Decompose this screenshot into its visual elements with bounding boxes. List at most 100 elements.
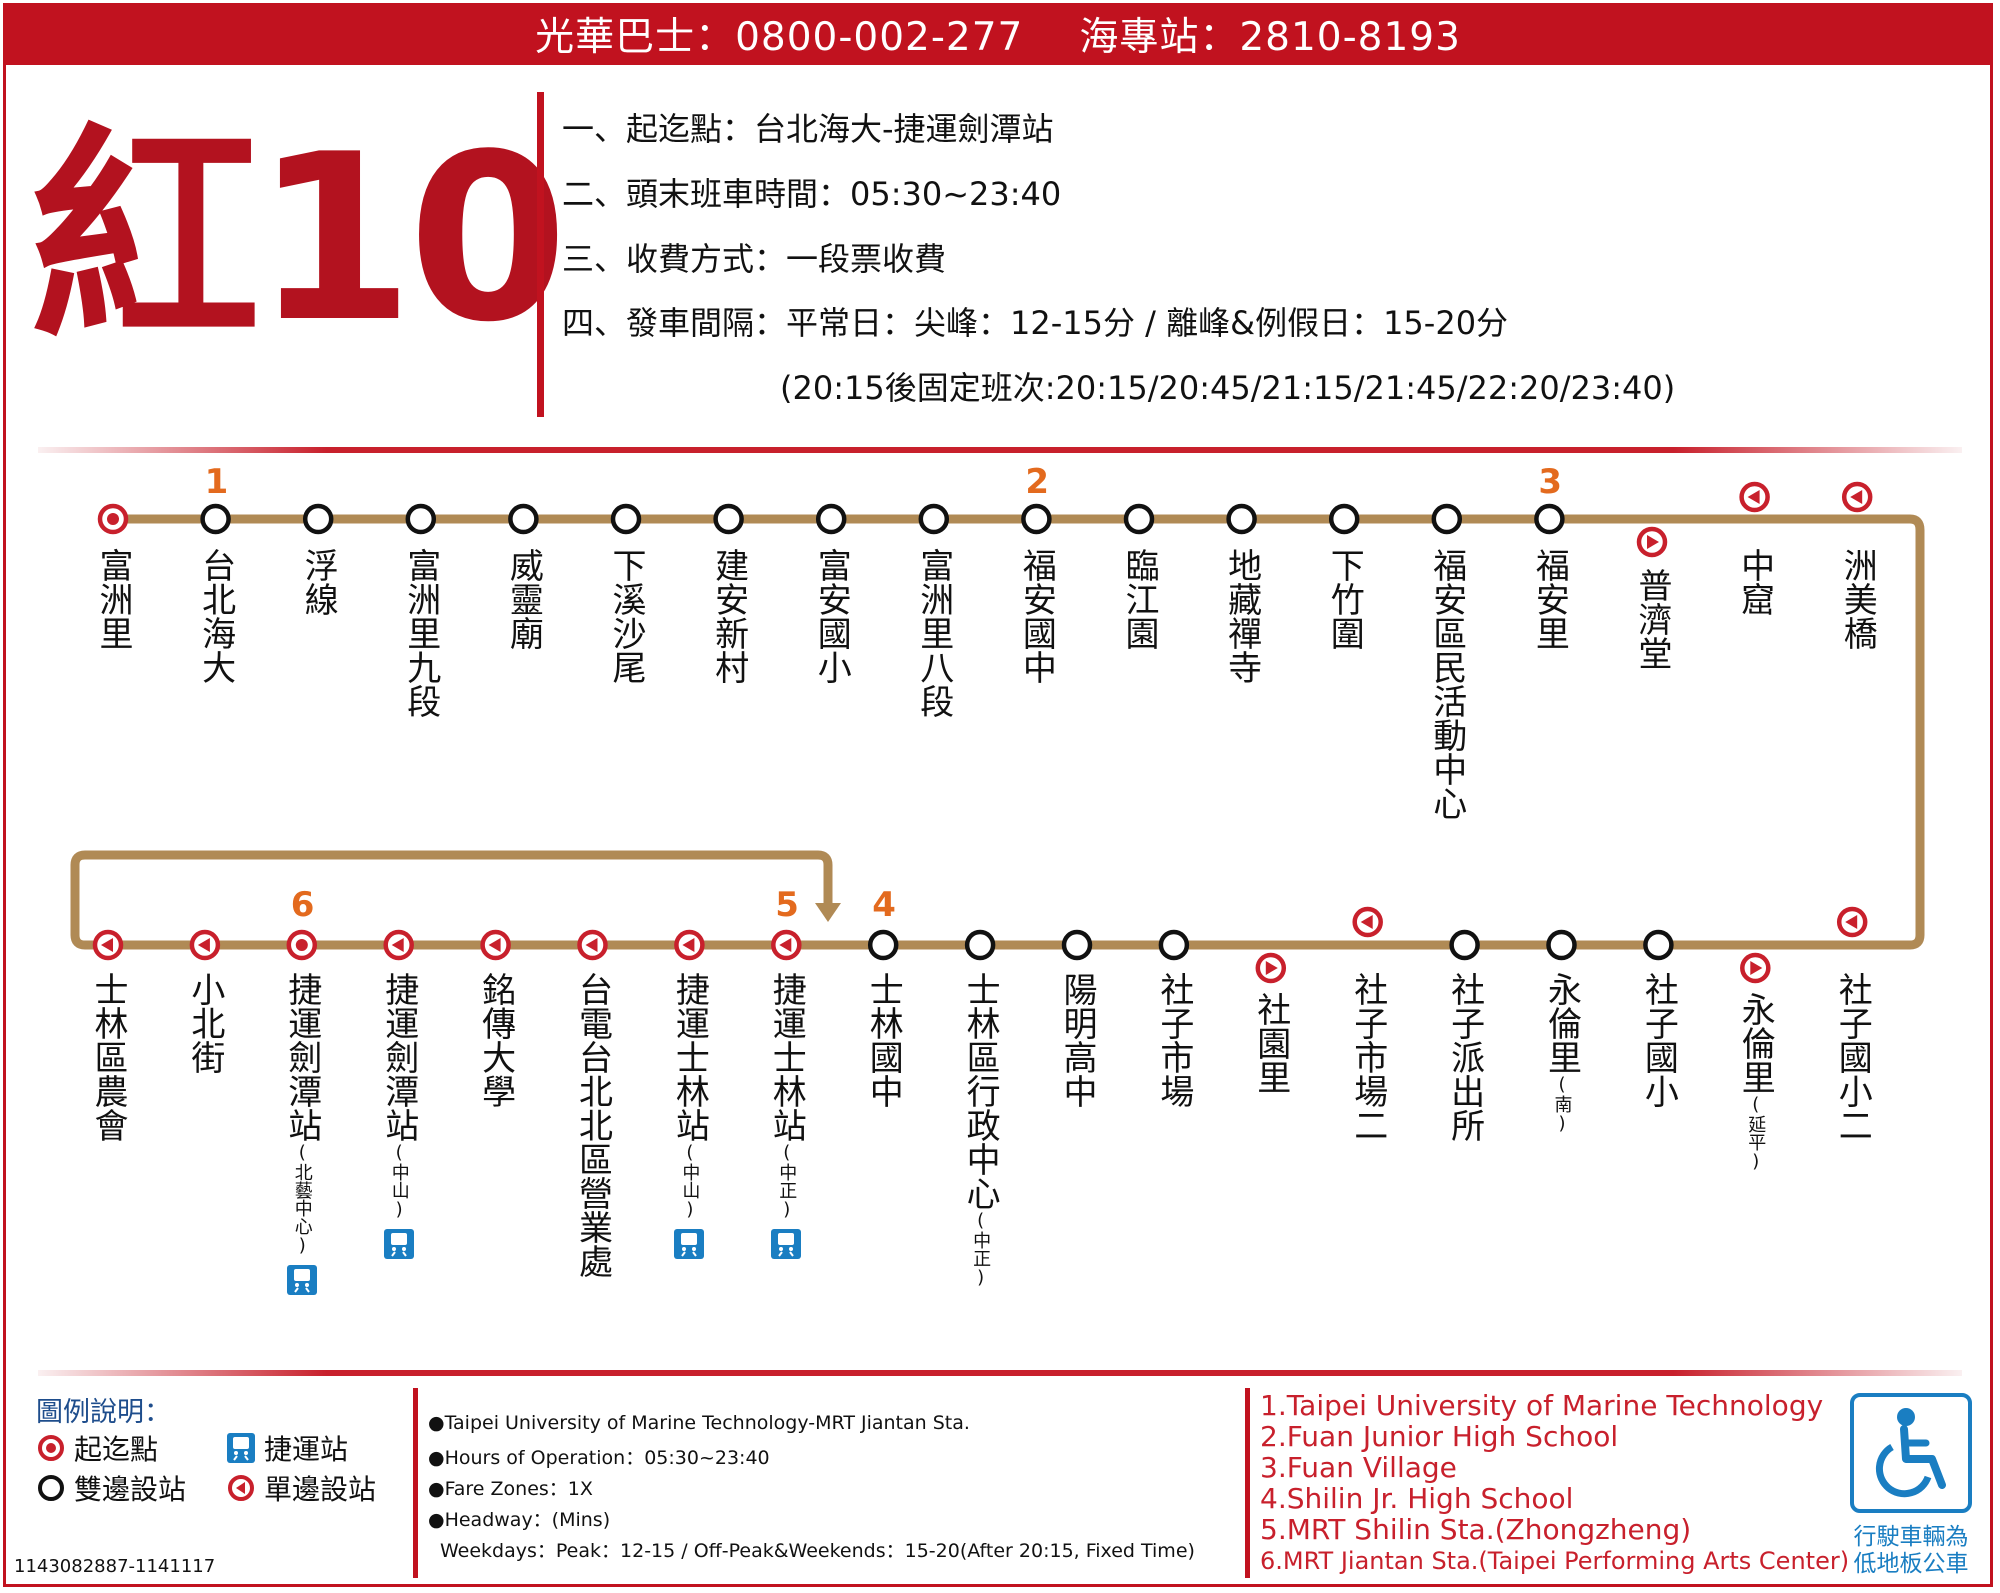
bottom-stop-name: 捷運劍潭站(北藝中心) (282, 972, 322, 1256)
stop-subname-text: (中正) (970, 1210, 992, 1288)
stop-marker-both (1123, 503, 1155, 535)
stop-marker-terminal (286, 929, 318, 961)
bottom-stop-name: 銘傳大學 (475, 972, 516, 1108)
bottom-stop-name: 社子派出所 (1444, 972, 1485, 1142)
info-headway: 四、發車間隔：平常日：尖峰：12-15分 / 離峰&例假日：15-20分 (562, 304, 1509, 342)
stop-reference-number: 1 (204, 462, 229, 502)
bottom-stop-name: 士林區農會 (88, 972, 128, 1142)
stop-marker-both (1449, 929, 1480, 961)
bottom-stop-name: 社子國小二 (1832, 972, 1873, 1142)
stop-name-text: 小北街 (184, 972, 225, 1074)
stop-marker-single (771, 929, 802, 961)
stop-name-text: 銘傳大學 (475, 972, 516, 1108)
stop-marker-both (610, 503, 642, 535)
top-stop-name: 中窟 (1734, 548, 1775, 616)
stop-marker-single (1740, 952, 1771, 984)
top-stop-name: 下竹圍 (1324, 548, 1364, 650)
stop-marker-both (405, 503, 437, 535)
route-number: 紅10 (30, 106, 568, 373)
stop-subname-text: (延平) (1745, 1094, 1767, 1172)
stop-subname-text: (中正) (776, 1142, 798, 1220)
stop-name-text: 社子國小二 (1832, 972, 1873, 1142)
stop-name-text: 洲美橋 (1837, 548, 1878, 650)
top-stop-name: 福安區民活動中心 (1427, 548, 1467, 820)
stop-name-text: 地藏禪寺 (1221, 548, 1262, 684)
stop-marker-both (1061, 929, 1093, 961)
mrt-train-icon (286, 1265, 317, 1295)
hotline-text: 光華巴士：0800-002-277 (535, 15, 1024, 60)
top-stop-name: 建安新村 (709, 548, 749, 684)
stop-marker-single (1841, 481, 1873, 513)
bottom-stop-name: 台電台北北區營業處 (572, 972, 613, 1278)
bottom-stop-name: 社子國小 (1638, 972, 1678, 1108)
both-side-stop-icon (38, 1475, 64, 1501)
bottom-stop-name: 社園里 (1251, 992, 1291, 1094)
route-loop-line (70, 850, 833, 950)
stop-marker-single (1636, 526, 1668, 558)
stop-marker-both (1158, 929, 1190, 961)
top-stop-name: 普濟堂 (1632, 568, 1672, 670)
stop-marker-both (1643, 929, 1674, 961)
stop-name-text: 捷運士林站 (669, 972, 710, 1142)
top-stop-name: 福安里 (1529, 548, 1570, 650)
bottom-stop-name: 社子市場二 (1347, 972, 1388, 1142)
stop-marker-both (302, 503, 334, 535)
top-stop-name: 威靈廟 (503, 548, 543, 650)
bottom-stop-name: 陽明高中 (1057, 972, 1097, 1108)
stop-reference-number: 2 (1025, 462, 1050, 502)
stop-name-text: 士林區行政中心 (960, 972, 1001, 1210)
stop-marker-single (1255, 952, 1287, 984)
stop-marker-single (1739, 481, 1770, 513)
stop-name-text: 富洲里九段 (400, 548, 441, 718)
mrt-train-icon (383, 1229, 414, 1259)
stop-marker-both (1534, 503, 1565, 535)
divider-upper (38, 447, 1962, 453)
stop-marker-single (480, 929, 511, 961)
stop-name-text: 台電台北北區營業處 (572, 972, 613, 1278)
stop-marker-single (577, 929, 608, 961)
stop-name-text: 台北海大 (195, 548, 236, 684)
en-hours: ●Hours of Operation：05:30~23:40 (428, 1447, 770, 1469)
divider-lower (38, 1370, 1962, 1376)
stop-marker-single (674, 929, 705, 961)
mrt-train-icon (227, 1433, 255, 1463)
stop-name-text: 社子派出所 (1444, 972, 1485, 1142)
stop-name-text: 社子市場二 (1347, 972, 1388, 1142)
info-fixed-schedule: (20:15後固定班次:20:15/20:45/21:15/21:45/22:2… (780, 369, 1676, 407)
terminal-marker-icon (38, 1435, 64, 1461)
stop-name-text: 富洲里 (93, 548, 133, 650)
bottom-stop-name: 捷運劍潭站(中山) (379, 972, 419, 1220)
bottom-stop-name: 小北街 (184, 972, 225, 1074)
stop-name-text: 士林國中 (863, 972, 904, 1108)
stop-marker-both (1021, 503, 1052, 535)
ref-stop-6: 6.MRT Jiantan Sta.(Taipei Performing Art… (1260, 1547, 1850, 1575)
legend-single-label: 單邊設站 (264, 1473, 377, 1506)
info-hours: 二、頭末班車時間：05:30~23:40 (562, 175, 1062, 213)
route-direction-arrow-icon (815, 903, 841, 922)
stop-name-text: 福安里 (1529, 548, 1570, 650)
stop-marker-single (189, 929, 221, 961)
stop-name-text: 下溪沙尾 (606, 548, 646, 684)
legend-mrt-label: 捷運站 (264, 1433, 349, 1466)
stop-marker-both (1226, 503, 1257, 535)
en-terminals: ●Taipei University of Marine Technology-… (428, 1412, 970, 1434)
top-stop-name: 地藏禪寺 (1221, 548, 1262, 684)
bottom-stop-name: 永倫里(南) (1542, 972, 1582, 1134)
stop-name-text: 普濟堂 (1632, 568, 1672, 670)
top-stop-name: 富洲里 (93, 548, 133, 650)
mrt-train-icon (771, 1229, 802, 1259)
stop-name-text: 中窟 (1734, 548, 1775, 616)
info-fare: 三、收費方式：一段票收費 (562, 240, 947, 278)
stop-marker-both (867, 929, 899, 961)
stop-marker-both (918, 503, 950, 535)
ref-stop-3: 3.Fuan Village (1260, 1451, 1457, 1484)
stop-name-text: 浮線 (298, 548, 339, 616)
stop-marker-both (713, 503, 744, 535)
top-stop-name: 富洲里九段 (400, 548, 441, 718)
top-stop-name: 富洲里八段 (914, 548, 954, 718)
ref-stop-4: 4.Shilin Jr. High School (1260, 1482, 1574, 1515)
legend-both-label: 雙邊設站 (74, 1473, 187, 1506)
document-code: 1143082887-1141117 (14, 1556, 216, 1577)
stop-name-text: 捷運士林站 (766, 972, 807, 1142)
